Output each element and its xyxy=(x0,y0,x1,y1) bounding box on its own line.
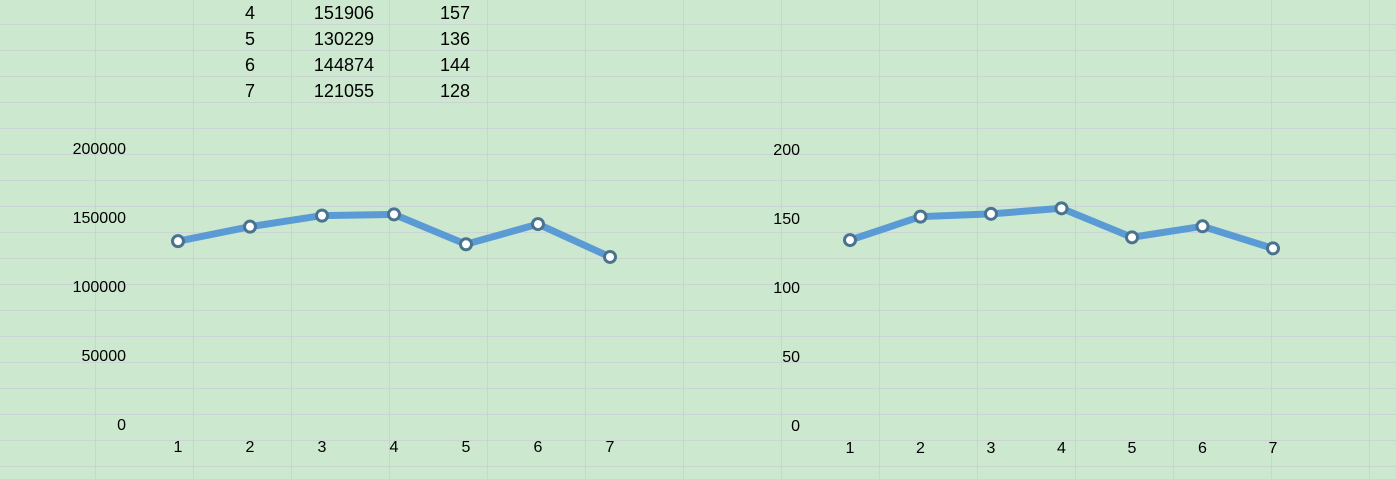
y-tick-label: 200000 xyxy=(73,141,126,158)
table-row: 5 130229 136 xyxy=(0,26,500,52)
y-tick-label: 200 xyxy=(773,142,800,159)
table-row: 6 144874 144 xyxy=(0,52,500,78)
y-tick-label: 150000 xyxy=(73,210,126,227)
data-point[interactable] xyxy=(1125,230,1139,245)
data-point[interactable] xyxy=(387,207,401,222)
x-tick-label: 3 xyxy=(318,439,327,456)
x-tick-label: 4 xyxy=(1057,440,1066,457)
x-tick-label: 7 xyxy=(606,439,615,456)
table-cell-index: 7 xyxy=(244,81,255,101)
data-point[interactable] xyxy=(1266,241,1280,256)
table-row: 4 151906 157 xyxy=(0,0,500,26)
table-row: 7 121055 128 xyxy=(0,78,500,104)
x-tick-label: 2 xyxy=(916,440,925,457)
y-tick-label: 50 xyxy=(782,349,800,366)
table-cell-index: 4 xyxy=(244,3,255,23)
table-cell-value-b: 128 xyxy=(439,81,470,101)
table-cell-value-b: 144 xyxy=(439,55,470,75)
table-cell-value-a: 121055 xyxy=(313,81,374,101)
y-tick-label: 50000 xyxy=(82,348,127,365)
data-point[interactable] xyxy=(603,249,617,264)
x-tick-label: 5 xyxy=(462,439,471,456)
table-cell-value-a: 151906 xyxy=(313,3,374,23)
data-point[interactable] xyxy=(243,219,257,234)
table-cell-index: 5 xyxy=(244,29,255,49)
x-tick-label: 3 xyxy=(987,440,996,457)
table-cell-value-a: 130229 xyxy=(313,29,374,49)
data-point[interactable] xyxy=(984,206,998,221)
x-tick-label: 5 xyxy=(1128,440,1137,457)
x-tick-label: 7 xyxy=(1269,440,1278,457)
data-point[interactable] xyxy=(531,217,545,232)
table-cell-value-b: 157 xyxy=(439,3,470,23)
data-point[interactable] xyxy=(913,209,928,224)
table-cell-index: 6 xyxy=(244,55,255,75)
data-point[interactable] xyxy=(315,208,329,223)
data-point[interactable] xyxy=(171,234,185,249)
data-point[interactable] xyxy=(459,237,473,252)
line-chart-right[interactable]: 0 50 100 150 200 1 2 3 4 5 6 7 xyxy=(700,110,1396,479)
y-tick-label: 100000 xyxy=(73,279,126,296)
data-point[interactable] xyxy=(1195,219,1210,234)
line-chart-left[interactable]: 0 50000 100000 150000 200000 1 2 3 4 5 6 7 xyxy=(0,110,690,479)
x-tick-label: 6 xyxy=(1198,440,1207,457)
y-tick-label: 100 xyxy=(773,280,800,297)
data-point[interactable] xyxy=(843,233,857,248)
data-point[interactable] xyxy=(1054,201,1069,216)
table-cell-value-b: 136 xyxy=(439,29,470,49)
x-tick-label: 1 xyxy=(174,439,183,456)
x-tick-label: 2 xyxy=(246,439,255,456)
x-tick-label: 1 xyxy=(846,440,855,457)
y-tick-label: 0 xyxy=(117,417,126,434)
x-tick-label: 4 xyxy=(390,439,399,456)
x-tick-label: 6 xyxy=(534,439,543,456)
y-tick-label: 150 xyxy=(773,211,800,228)
table-cell-value-a: 144874 xyxy=(313,55,374,75)
y-tick-label: 0 xyxy=(791,418,800,435)
